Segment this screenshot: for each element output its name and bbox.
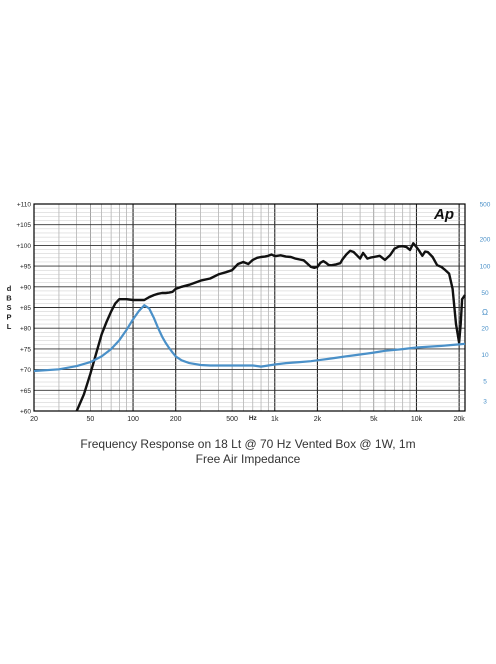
x-tick-label: 100 [127, 416, 139, 423]
y-right-tick-label: 10 [481, 352, 489, 359]
plot-frame [33, 203, 466, 412]
y-left-tick-label: +60 [20, 409, 31, 416]
x-tick-label: 10k [411, 416, 423, 423]
series-line-frequency-response [75, 242, 466, 412]
y-right-tick-label: 50 [481, 290, 489, 297]
y-left-axis-label-char: P [6, 313, 11, 322]
y-left-tick-label: +75 [20, 346, 31, 353]
x-tick-label: 5k [370, 416, 378, 423]
y-right-tick-label: 3 [483, 398, 487, 405]
y-left-axis-label-char: S [6, 303, 11, 312]
series-line-impedance [33, 304, 466, 373]
x-tick-label: 200 [170, 416, 182, 423]
y-left-tick-label: +110 [17, 202, 32, 209]
y-left-tick-label: +65 [20, 388, 31, 395]
y-right-tick-label: 500 [480, 202, 491, 209]
y-right-axis-label: Ω [482, 308, 488, 317]
chart-caption-impedance: Free Air Impedance [195, 452, 301, 466]
chart-axis-labels: 20 50 100 200 500 1k 2k 5k 10k 20k Hz +60 +65 +70 +75 +… [6, 202, 491, 424]
y-right-tick-label: 100 [480, 263, 491, 270]
chart-grid [33, 203, 465, 412]
x-tick-label: 50 [86, 416, 94, 423]
y-left-tick-label: +100 [16, 243, 31, 250]
y-left-tick-label: +90 [20, 284, 31, 291]
chart-series [33, 242, 466, 412]
frequency-response-chart: 20 50 100 200 500 1k 2k 5k 10k 20k Hz +60 +65 +70 +75 +… [6, 202, 491, 424]
x-tick-label: 2k [314, 416, 322, 423]
x-tick-label: 20k [453, 416, 465, 423]
y-right-tick-label: 20 [481, 325, 489, 332]
y-left-tick-label: +70 [20, 367, 31, 374]
y-right-tick-label: 5 [483, 379, 487, 386]
x-tick-label: 20 [30, 416, 38, 423]
ap-logo: Ap [433, 206, 454, 223]
y-left-axis-label-char: d [7, 284, 12, 293]
y-left-tick-label: +95 [20, 264, 31, 271]
y-left-axis-label-char: B [6, 294, 12, 303]
y-left-axis-label-char: L [7, 322, 12, 331]
y-left-tick-label: +105 [16, 222, 31, 229]
chart-caption-response: Frequency Response on 18 Lt @ 70 Hz Vent… [80, 437, 416, 451]
x-tick-label: 1k [271, 416, 279, 423]
y-right-tick-label: 200 [480, 237, 491, 244]
x-tick-label: 500 [226, 416, 238, 423]
y-left-tick-label: +80 [20, 326, 31, 333]
y-left-tick-label: +85 [20, 305, 31, 312]
x-axis-label: Hz [249, 415, 258, 422]
